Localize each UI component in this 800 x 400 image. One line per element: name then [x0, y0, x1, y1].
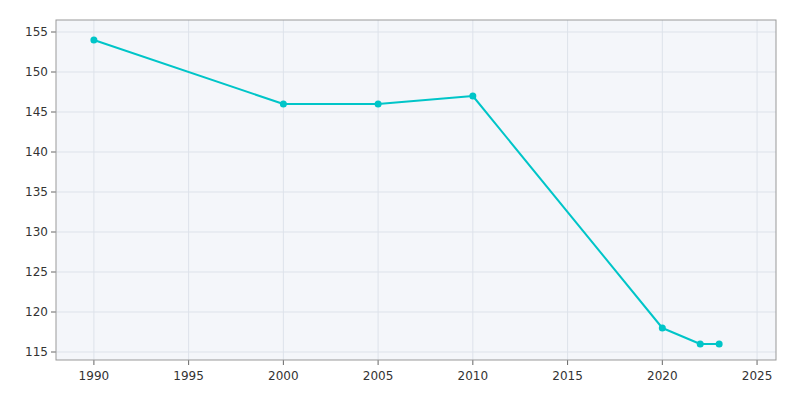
- y-grid-line: [56, 72, 776, 73]
- x-grid-line: [757, 20, 758, 360]
- x-grid-line: [662, 20, 663, 360]
- x-tick-label: 2000: [268, 369, 299, 383]
- y-tick: [51, 112, 56, 113]
- chart-container: 1990 1995 2000 2005 2010 2015 2020 2025 115 120 12…: [0, 0, 800, 400]
- marker: [716, 341, 723, 348]
- tick-labels: 1990 1995 2000 2005 2010 2015 2020 2025 115 120 12…: [25, 25, 772, 383]
- x-grid-line: [567, 20, 568, 360]
- y-tick: [51, 312, 56, 313]
- x-grid-line: [283, 20, 284, 360]
- y-grid-line: [56, 32, 776, 33]
- x-tick-label: 2020: [647, 369, 678, 383]
- x-tick: [188, 360, 189, 365]
- y-tick-label: 130: [25, 225, 48, 239]
- plot-background: [56, 20, 776, 360]
- x-tick-label: 2005: [363, 369, 394, 383]
- y-tick-label: 155: [25, 25, 48, 39]
- y-tick-label: 125: [25, 265, 48, 279]
- x-grid-line: [472, 20, 473, 360]
- y-tick: [51, 72, 56, 73]
- y-tick-label: 115: [25, 345, 48, 359]
- y-grid-line: [56, 352, 776, 353]
- y-tick-label: 135: [25, 185, 48, 199]
- x-grid-line: [378, 20, 379, 360]
- x-tick: [93, 360, 94, 365]
- y-tick-label: 145: [25, 105, 48, 119]
- y-tick: [51, 352, 56, 353]
- marker: [90, 37, 97, 44]
- y-tick: [51, 232, 56, 233]
- x-grid-line: [93, 20, 94, 360]
- y-tick-label: 120: [25, 305, 48, 319]
- marker: [659, 325, 666, 332]
- marker: [280, 101, 287, 108]
- y-tick: [51, 32, 56, 33]
- marker: [697, 341, 704, 348]
- x-tick: [567, 360, 568, 365]
- grid: [51, 20, 776, 365]
- x-tick-label: 1990: [79, 369, 110, 383]
- y-grid-line: [56, 312, 776, 313]
- x-tick: [472, 360, 473, 365]
- line: [94, 40, 719, 344]
- x-tick: [757, 360, 758, 365]
- y-grid-line: [56, 192, 776, 193]
- y-grid-line: [56, 152, 776, 153]
- series: [90, 37, 722, 348]
- y-grid-line: [56, 232, 776, 233]
- y-grid-line: [56, 112, 776, 113]
- y-grid-line: [56, 272, 776, 273]
- x-tick-label: 2015: [552, 369, 583, 383]
- y-tick: [51, 152, 56, 153]
- x-tick: [378, 360, 379, 365]
- y-tick-label: 150: [25, 65, 48, 79]
- x-tick-label: 1995: [173, 369, 204, 383]
- x-tick: [283, 360, 284, 365]
- marker: [375, 101, 382, 108]
- x-tick-label: 2025: [742, 369, 773, 383]
- y-tick: [51, 272, 56, 273]
- x-tick-label: 2010: [458, 369, 489, 383]
- plot-frame: [56, 20, 776, 360]
- marker: [469, 93, 476, 100]
- y-tick-label: 140: [25, 145, 48, 159]
- x-tick: [662, 360, 663, 365]
- chart: 1990 1995 2000 2005 2010 2015 2020 2025 115 120 12…: [0, 0, 800, 400]
- y-tick: [51, 192, 56, 193]
